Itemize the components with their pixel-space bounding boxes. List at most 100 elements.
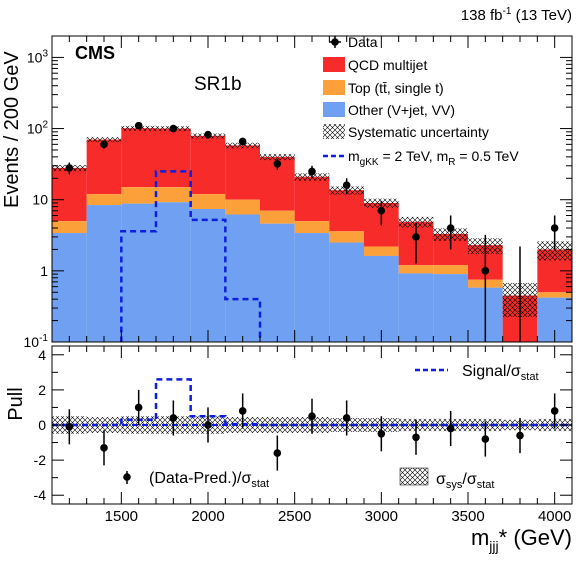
legend-qcd-label: QCD multijet [348,57,427,73]
data-point [134,121,143,130]
other-bar [156,202,191,342]
legend-top-label: Top (tt̄, single t) [348,80,444,96]
x-tick-label: 1500 [105,508,138,525]
other-bar [121,203,156,342]
legend-syst-swatch [323,124,345,139]
pull-point [65,422,74,431]
other-bar [294,233,330,342]
legend-other-label: Other (V+jet, VV) [348,102,455,118]
region-label: SR1b [194,74,242,95]
top-bar [156,187,191,203]
pull-point [481,435,490,443]
legend-top: Top (tt̄, single t) [323,80,444,96]
data-point [342,181,351,189]
pull-point [377,429,386,438]
other-bar [433,274,468,342]
top-bar [260,210,295,224]
pull-point [204,421,212,429]
qcd-bar [225,145,260,200]
legend-data: Data [329,34,378,50]
pull-point [100,444,108,452]
pull-y-tick-label: 4 [38,347,46,363]
top-bar [121,187,156,204]
qcd-bar [190,135,226,195]
other-bar [398,273,434,342]
signal-histogram [120,170,262,342]
data-points [65,121,559,342]
data-point [273,159,282,168]
qcd-bar [121,128,156,188]
data-point [446,224,455,232]
y-tick-label: 103 [27,48,49,65]
y-axis-label-top: Events / 200 GeV [1,51,23,208]
data-point [377,206,386,215]
legend-data-label: Data [348,34,378,50]
top-bar [225,199,260,215]
top-bar [364,246,399,256]
top-bar [329,231,364,243]
data-point [169,124,178,133]
pull-data-points [65,389,559,471]
top-bar [52,221,87,234]
top-axis-ticks: 10-1 1 10 102 103 [24,36,573,350]
legend-syst-label: Systematic uncertainty [348,124,489,140]
pull-point [169,414,178,422]
legend-qcd: QCD multijet [323,57,427,73]
y-tick-label: 10-1 [24,333,49,350]
x-tick-label: 3000 [365,508,398,525]
legend-signal: mgKK = 2 TeV, mR = 0.5 TeV [323,148,519,168]
pull-point [308,412,316,421]
x-tick-label: 2000 [191,508,224,525]
pull-point [412,433,420,442]
syst-band-bin [86,137,122,143]
pull-legend-syst-label: σsys/σstat [436,471,494,491]
qcd-bar [86,139,122,195]
top-bar [398,265,434,274]
syst-band-bin [260,153,295,161]
qcd-bar [156,128,191,188]
syst-band-bin [398,216,434,228]
top-bar [433,265,468,275]
legend-other-swatch [323,102,345,117]
other-bar [364,255,399,342]
pull-legend-syst: σsys/σstat [399,467,494,491]
pull-point [342,414,351,422]
syst-band-bin [537,241,572,261]
data-point [65,164,74,172]
pull-point [550,407,559,415]
x-tick-label: 3500 [451,508,484,525]
data-point [412,233,420,241]
pull-legend-data-label: (Data-Pred.)/σstat [149,470,269,490]
data-point [308,167,316,176]
x-axis-label: mjjj* (GeV) [471,525,572,554]
other-bar [52,233,87,342]
other-bar [86,205,122,342]
y-tick-label: 1 [40,263,48,279]
other-bar [260,223,295,342]
top-bar [86,194,122,206]
legend-signal-label: mgKK = 2 TeV, mR = 0.5 TeV [348,148,519,168]
other-bar [329,242,364,342]
data-point [238,137,247,146]
data-point [204,130,212,139]
top-bar [537,292,572,298]
pull-point [446,424,455,433]
background-stack [52,128,572,342]
x-tick-label: 4000 [538,508,571,525]
pull-legend-data: (Data-Pred.)/σstat [123,470,269,490]
pull-legend-signal: Signal/σstat [415,363,539,383]
experiment-label: CMS [75,43,115,63]
legend-syst: Systematic uncertainty [323,124,489,140]
top-bar [294,221,330,234]
pull-legend-signal-label: Signal/σstat [462,363,539,383]
data-point [550,224,559,232]
pull-signal-histogram [52,378,572,427]
pull-point [238,407,247,415]
legend-qcd-swatch [323,57,345,72]
legend-other: Other (V+jet, VV) [323,102,455,118]
pull-y-tick-label: -2 [34,452,47,468]
legend: Data QCD multijet Top (tt̄, single t) Ot… [323,34,519,168]
other-bar [190,209,226,342]
pull-signal-line [52,378,572,427]
